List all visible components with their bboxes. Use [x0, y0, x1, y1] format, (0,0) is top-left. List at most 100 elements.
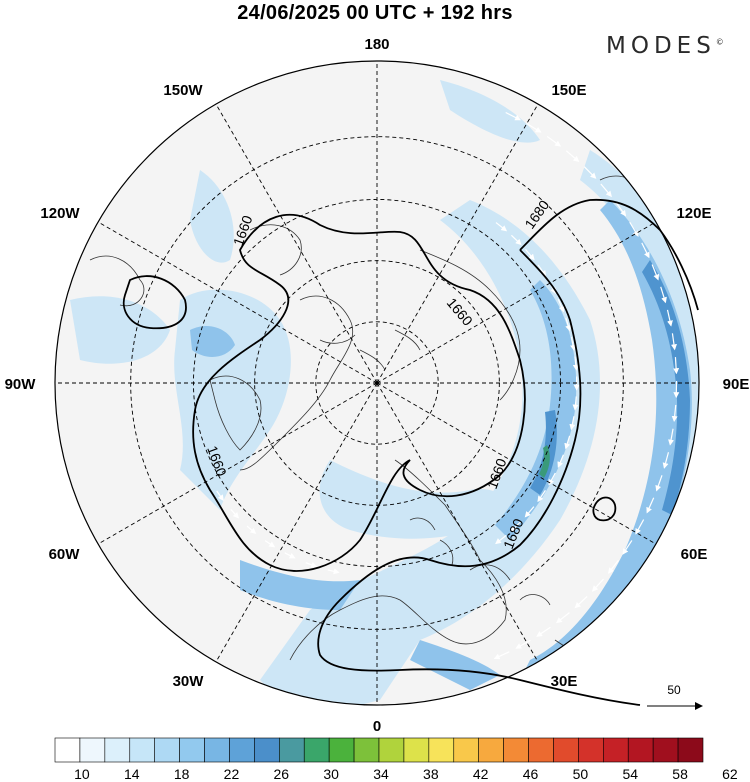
wind-speed-field [55, 61, 699, 705]
colorbar-swatch [677, 737, 704, 763]
reference-vector-label: 50 [667, 683, 681, 697]
wind-vector [555, 612, 570, 624]
wind-vector [493, 651, 510, 660]
colorbar-swatch [578, 737, 604, 763]
meridian-line [376, 382, 539, 663]
wind-vector [536, 626, 551, 637]
wind-vector [615, 202, 627, 217]
meridian-label-180: 180 [364, 36, 389, 53]
colorbar-tick-label: 42 [473, 766, 489, 782]
colorbar-tick-label: 34 [373, 766, 389, 782]
wind-vector [646, 497, 655, 514]
colorbar-swatch [478, 737, 504, 763]
wind-vector [660, 286, 667, 304]
meridian-labels: 180 150E 120E 90E 60E 30E 0 30W 60W 90W … [5, 36, 750, 735]
wind-vector [564, 435, 571, 450]
colorbar-tick-labels: 10141822263034384246505458626670 [74, 766, 738, 782]
meridian-line [97, 382, 378, 545]
wind-vector [641, 242, 650, 259]
meridian-line [376, 382, 657, 545]
wind-vector [572, 356, 579, 371]
wind-vector [284, 552, 296, 559]
wind-vector [607, 559, 619, 574]
colorbar-swatch [453, 737, 479, 763]
colorbar-tick-label: 30 [323, 766, 339, 782]
colorbar-swatch [652, 737, 679, 763]
reference-vector: 50 [647, 683, 703, 710]
colorbar-swatch [403, 737, 430, 763]
meridian-label-30w: 30W [173, 673, 205, 690]
wind-vector [557, 299, 565, 313]
wind-vector [505, 111, 522, 121]
meridian-label-150e: 150E [551, 82, 586, 99]
meridian-line [97, 221, 378, 384]
wind-vector [515, 639, 531, 649]
colorbar-tick-label: 18 [174, 766, 190, 782]
wind-vector [671, 404, 678, 423]
wind-vector [635, 519, 645, 535]
meridian-label-120e: 120E [676, 205, 711, 222]
colorbar-swatch [79, 737, 106, 763]
wind-vector [537, 490, 546, 503]
wind-vector [668, 428, 675, 446]
colorbar [54, 737, 704, 763]
colorbar-tick-label: 54 [622, 766, 638, 782]
colorbar-swatch [229, 737, 255, 763]
wind-vector [673, 357, 680, 375]
wind-vector [651, 264, 660, 281]
wind-vector [246, 525, 257, 534]
latitude-circle [315, 321, 439, 445]
meridian-label-120w: 120W [40, 205, 80, 222]
wind-vector [570, 336, 576, 351]
colorbar-swatch [553, 737, 579, 763]
colorbar-swatch [303, 737, 330, 763]
wind-vector [655, 475, 663, 492]
colorbar-swatch [54, 737, 81, 763]
meridian-line [376, 103, 539, 384]
colorbar-tick-label: 22 [224, 766, 240, 782]
colorbar-tick-label: 26 [274, 766, 290, 782]
wind-vector [230, 509, 240, 519]
wind-vector [264, 540, 276, 548]
wind-vector [525, 249, 535, 261]
meridian-label-60w: 60W [49, 546, 81, 563]
wind-vector [537, 264, 547, 277]
wind-vector [305, 561, 318, 568]
wind-vector [565, 150, 580, 163]
wind-vector [495, 534, 507, 545]
meridian-label-90w: 90W [5, 376, 37, 393]
wind-vector [671, 333, 677, 351]
colorbar-swatch [503, 737, 529, 763]
colorbar-swatch [104, 737, 131, 763]
colorbar-swatch [328, 737, 355, 763]
wind-vectors [216, 111, 680, 660]
colorbar-tick-label: 14 [124, 766, 140, 782]
map-title: 24/06/2025 00 UTC + 192 hrs [237, 2, 513, 24]
wind-vector [524, 506, 535, 518]
colorbar-swatch [528, 737, 554, 763]
height-contours [122, 198, 699, 706]
coastlines [89, 175, 651, 666]
wind-vector [565, 317, 572, 332]
colorbar-tick-label: 10 [74, 766, 90, 782]
colorbar-swatch [353, 737, 380, 763]
colorbar-swatch [254, 737, 280, 763]
wind-vector [327, 568, 340, 575]
meridian-label-30e: 30E [551, 673, 578, 690]
colorbar-tick-label: 62 [722, 766, 738, 782]
wind-vector [526, 123, 542, 133]
wind-vector [629, 221, 639, 237]
meridian-line [376, 221, 657, 384]
wind-vector [574, 596, 588, 609]
meridian-label-90e: 90E [723, 376, 750, 393]
colorbar-swatch [179, 737, 205, 763]
colorbar-swatch [279, 737, 305, 763]
wind-vector [495, 222, 508, 232]
meridian-line [215, 382, 378, 663]
wind-vector [583, 166, 597, 179]
colorbar-swatch [378, 737, 405, 763]
colorbar-swatch [428, 737, 455, 763]
colorbar-tick-label: 46 [523, 766, 539, 782]
graticule [55, 61, 699, 705]
